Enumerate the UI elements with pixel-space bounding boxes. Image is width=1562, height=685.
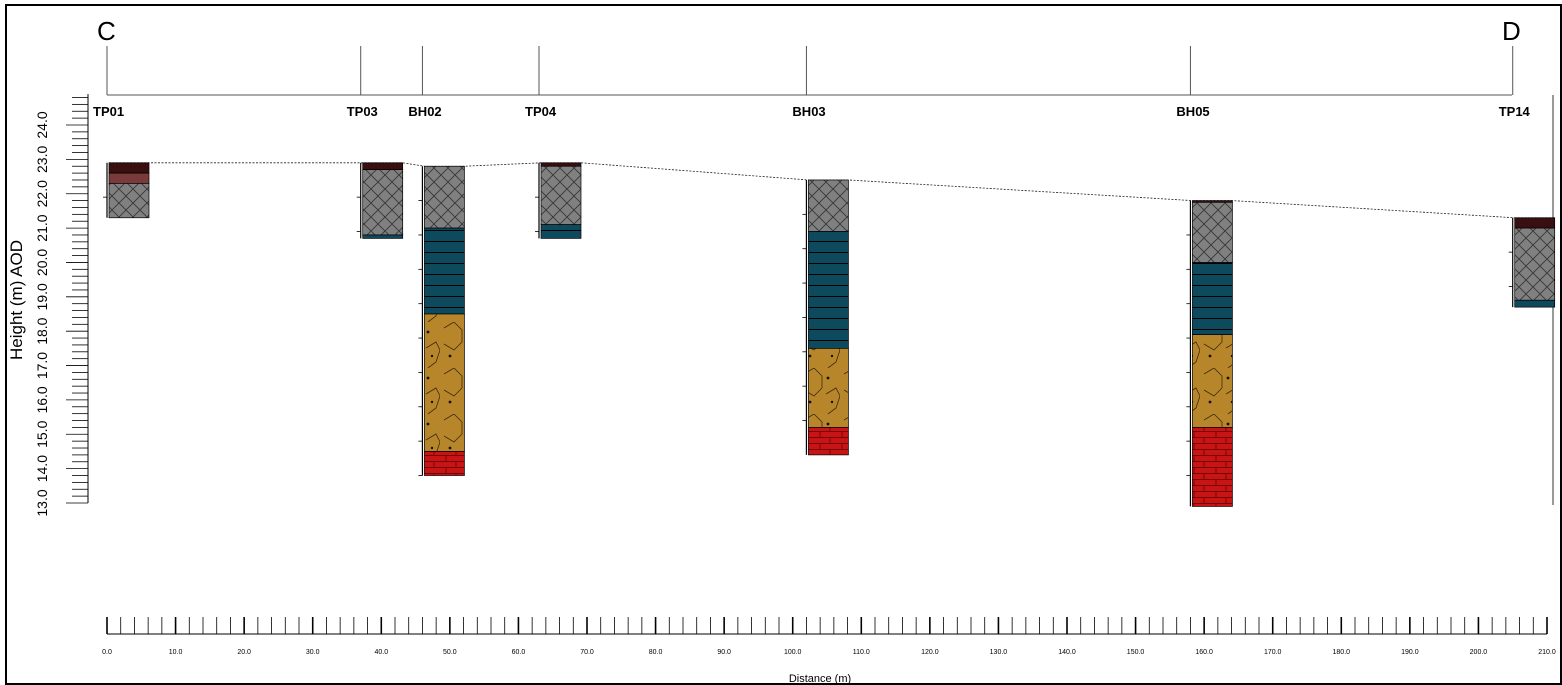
x-tick-label: 60.0: [512, 649, 526, 656]
x-tick-label: 140.0: [1058, 649, 1076, 656]
borehole-bh05: BH05: [1176, 104, 1233, 507]
layer-gravel: [424, 313, 465, 452]
borehole-tp01: TP01: [93, 104, 150, 219]
x-tick-label: 130.0: [990, 649, 1008, 656]
layer-gravel: [1192, 334, 1233, 428]
layer-clay: [424, 227, 465, 315]
borehole-tp03: TP03: [347, 104, 404, 239]
x-tick-label: 120.0: [921, 649, 939, 656]
layer-topsoil: [540, 162, 582, 167]
x-tick-label: 10.0: [169, 649, 183, 656]
y-tick-label: 13.0: [34, 489, 50, 516]
layer-topsoil: [362, 162, 404, 171]
x-tick-label: 200.0: [1470, 649, 1488, 656]
borehole-label: BH05: [1176, 104, 1209, 119]
y-tick-label: 14.0: [34, 455, 50, 482]
y-tick-label: 21.0: [34, 214, 50, 241]
x-tick-label: 100.0: [784, 649, 802, 656]
section-start-label: C: [97, 16, 116, 46]
y-tick-label: 16.0: [34, 386, 50, 413]
layer-topsoil-light: [108, 172, 150, 184]
layer-made-ground: [540, 165, 582, 226]
y-tick-label: 20.0: [34, 249, 50, 276]
x-axis-title: Distance (m): [789, 673, 851, 685]
frame-border: [5, 4, 1562, 685]
borehole-label: TP04: [525, 104, 557, 119]
y-axis: 13.0 14.0 15.0 16.0 17.0 18.0 19.0 20.0 21.0 22.0…: [34, 94, 89, 517]
x-tick-label: 180.0: [1333, 649, 1351, 656]
x-tick-label: 50.0: [443, 649, 457, 656]
x-tick-label: 80.0: [649, 649, 663, 656]
y-tick-label: 24.0: [34, 111, 50, 138]
hole-position-markers: [106, 46, 1514, 95]
layer-made-ground: [108, 183, 150, 219]
y-tick-label: 23.0: [34, 146, 50, 173]
y-axis-title: Height (m) AOD: [7, 240, 26, 360]
layer-made-ground: [808, 179, 849, 232]
x-tick-label: 40.0: [374, 649, 388, 656]
section-end-label: D: [1502, 16, 1521, 46]
y-tick-label: 17.0: [34, 352, 50, 379]
y-tick-label: 15.0: [34, 420, 50, 447]
layer-clay: [808, 231, 849, 349]
layer-bedrock: [808, 427, 849, 456]
layer-gravel: [808, 348, 849, 428]
layer-bedrock: [424, 451, 465, 476]
x-tick-label: 30.0: [306, 649, 320, 656]
borehole-tp14: TP14: [1499, 104, 1556, 308]
layer-made-ground: [1514, 227, 1556, 301]
borehole-tp04: TP04: [525, 104, 582, 239]
layer-made-ground: [424, 165, 465, 229]
layer-made-ground: [362, 169, 404, 236]
y-tick-label: 22.0: [34, 180, 50, 207]
borehole-label: TP03: [347, 104, 378, 119]
layer-clay: [362, 234, 404, 239]
x-tick-label: 70.0: [580, 649, 594, 656]
x-tick-label: 190.0: [1401, 649, 1419, 656]
layer-bedrock: [1192, 427, 1233, 507]
x-tick-label: 160.0: [1195, 649, 1213, 656]
borehole-label: TP01: [93, 104, 124, 119]
x-tick-label: 90.0: [717, 649, 731, 656]
borehole-bh03: BH03: [792, 104, 849, 456]
layer-clay: [1192, 262, 1233, 335]
layer-clay: [1514, 299, 1556, 308]
x-tick-label: 110.0: [853, 649, 870, 656]
borehole-label: BH03: [792, 104, 825, 119]
layer-clay: [540, 224, 582, 239]
borehole-label: TP14: [1499, 104, 1531, 119]
borehole-label: BH02: [408, 104, 441, 119]
x-tick-label: 20.0: [237, 649, 251, 656]
layer-topsoil: [108, 162, 150, 174]
x-tick-label: 0.0: [102, 649, 112, 656]
x-tick-label: 170.0: [1264, 649, 1282, 656]
x-tick-label: 210.0: [1538, 649, 1556, 656]
borehole-bh02: BH02: [408, 104, 465, 476]
layer-made-ground: [1192, 201, 1233, 263]
x-tick-label: 150.0: [1127, 649, 1145, 656]
y-tick-label: 18.0: [34, 317, 50, 344]
borehole-logs: TP01 TP03 BH02 TP04 BH03 BH05 TP14: [93, 104, 1556, 507]
layer-topsoil: [1514, 217, 1556, 229]
x-axis: 0.0 10.0 20.0 30.0 40.0 50.0 60.0 70.0 80.0 90.0 1…: [102, 617, 1556, 656]
y-tick-label: 19.0: [34, 283, 50, 310]
